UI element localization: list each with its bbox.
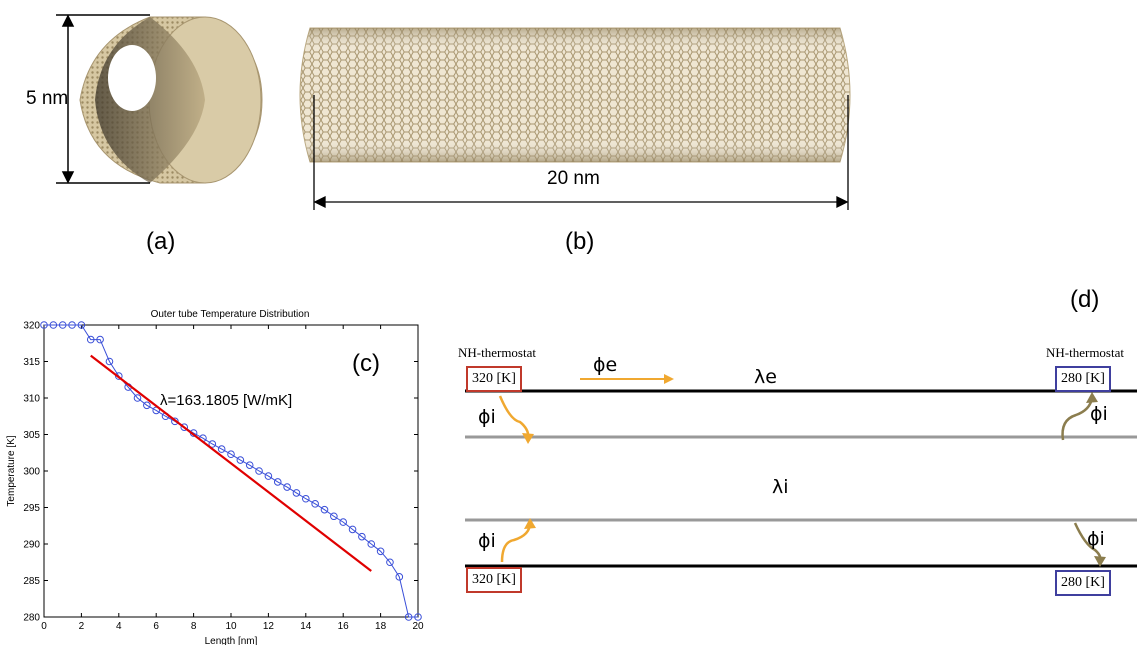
y-tick-label: 295 — [23, 503, 40, 514]
data-point — [264, 472, 273, 480]
thermostat-left-label: NH-thermostat — [458, 345, 536, 360]
data-point — [404, 613, 413, 621]
x-tick-label: 20 — [412, 621, 424, 632]
y-tick-label: 320 — [23, 321, 40, 332]
length-label: 20 nm — [547, 168, 600, 189]
tube-side-view — [299, 27, 851, 210]
x-tick-label: 0 — [41, 621, 47, 632]
data-point — [236, 456, 245, 464]
data-point — [376, 547, 385, 556]
data-point — [68, 321, 76, 329]
panel-b-label: (b) — [565, 228, 595, 255]
hot-thermostat-bottom: 320 [K] — [466, 567, 522, 593]
x-tick-label: 8 — [191, 621, 197, 632]
data-point — [302, 494, 310, 503]
x-tick-label: 10 — [225, 621, 237, 632]
cold-thermostat-top: 280 [K] — [1055, 366, 1111, 392]
phi-i-label-bottom-right: ϕi — [1087, 528, 1105, 550]
y-axis-label: Temperature [K] — [6, 435, 17, 506]
y-tick-label: 290 — [23, 540, 40, 551]
phi-e-arrow — [580, 374, 674, 384]
data-point — [77, 321, 86, 329]
data-point — [311, 500, 319, 508]
temperature-chart: Outer tube Temperature Distribution 0 2 4 6… — [6, 309, 424, 645]
linear-fit-line — [90, 354, 372, 572]
cold-thermostat-bottom: 280 [K] — [1055, 570, 1111, 596]
data-point — [255, 467, 263, 475]
data-point — [180, 423, 189, 431]
x-tick-label: 16 — [338, 621, 350, 632]
data-point — [133, 394, 142, 402]
phi-i-label-top-left: ϕi — [478, 406, 496, 428]
phi-i-arrow-top-right — [1061, 392, 1098, 441]
data-point — [395, 573, 404, 581]
hot-thermostat-top: 320 [K] — [466, 366, 522, 392]
axis-ticks: 0 2 4 6 8 10 12 14 16 18 20 280 285 290 295 300 305 310 31… — [23, 321, 424, 633]
data-point — [283, 483, 291, 491]
y-tick-label: 310 — [23, 394, 40, 405]
phi-i-arrow-top-left — [498, 395, 534, 444]
data-point — [86, 335, 95, 344]
phi-e-label: ϕe — [593, 354, 618, 376]
data-point — [273, 478, 282, 486]
data-point — [339, 518, 348, 526]
chart-title: Outer tube Temperature Distribution — [151, 309, 310, 320]
data-point — [358, 532, 366, 541]
tube-cross-section — [79, 16, 263, 184]
heat-flux-schematic — [440, 330, 1138, 630]
y-tick-label: 285 — [23, 576, 40, 587]
x-tick-label: 18 — [375, 621, 387, 632]
data-point — [227, 450, 235, 459]
y-tick-label: 280 — [23, 613, 40, 624]
schematic-background — [440, 330, 1138, 630]
x-tick-label: 4 — [116, 621, 122, 632]
x-tick-label: 6 — [153, 621, 159, 632]
data-point — [115, 372, 123, 380]
data-point — [320, 505, 329, 514]
length-dimension — [313, 95, 849, 210]
data-point — [414, 613, 422, 621]
lambda-i-label: λi — [772, 476, 789, 498]
y-tick-label: 315 — [23, 357, 40, 368]
x-tick-label: 14 — [300, 621, 312, 632]
diameter-dimension — [56, 14, 150, 184]
panel-a-label: (a) — [146, 228, 176, 255]
x-tick-label: 2 — [79, 621, 85, 632]
data-point — [49, 321, 58, 329]
x-tick-label: 12 — [263, 621, 275, 632]
data-point — [40, 321, 48, 329]
data-series — [40, 321, 422, 621]
phi-i-arrow-bottom-right — [1073, 522, 1106, 567]
y-tick-label: 305 — [23, 430, 40, 441]
data-point — [292, 489, 301, 497]
conductivity-annotation: λ=163.1805 [W/mK] — [160, 392, 292, 409]
data-point — [171, 417, 179, 426]
thermostat-right-label: NH-thermostat — [1046, 345, 1124, 360]
phi-i-label-bottom-left: ϕi — [478, 530, 496, 552]
panel-d-label: (d) — [1070, 286, 1100, 313]
lambda-e-label: λe — [754, 366, 777, 388]
data-point — [105, 357, 114, 366]
data-point — [143, 401, 151, 410]
data-point — [58, 321, 67, 329]
data-point — [217, 445, 226, 453]
phi-i-label-top-right: ϕi — [1090, 403, 1108, 425]
data-point — [245, 461, 254, 469]
tube-end-view — [56, 14, 263, 184]
data-point — [208, 440, 217, 448]
data-point — [348, 525, 357, 534]
diameter-label: 5 nm — [26, 88, 69, 109]
phi-i-arrow-bottom-left — [500, 518, 536, 563]
plot-area — [43, 324, 419, 618]
y-tick-label: 300 — [23, 467, 40, 478]
panel-c-label: (c) — [352, 350, 380, 377]
data-line — [44, 324, 418, 618]
tube-body — [299, 27, 851, 163]
data-point — [96, 335, 104, 344]
x-axis-label: Length [nm] — [205, 636, 258, 645]
data-point — [330, 512, 338, 521]
data-point — [367, 540, 376, 548]
data-point — [386, 558, 394, 567]
